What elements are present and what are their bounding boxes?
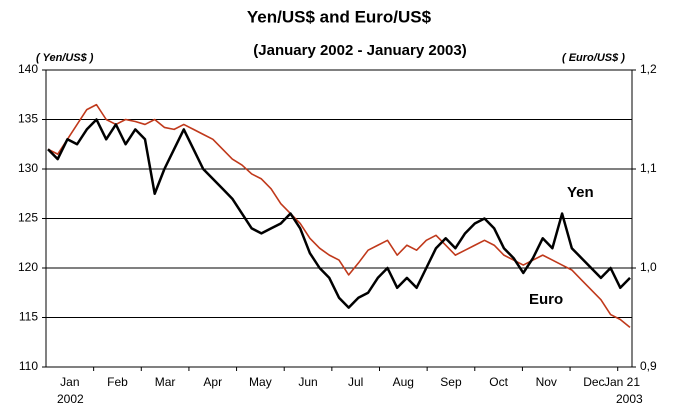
y-tick-label: 125 <box>18 211 38 225</box>
y2-axis-label: ( Euro/US$ ) <box>562 52 625 64</box>
x-tick-label: May <box>249 375 272 389</box>
series-line <box>47 118 631 309</box>
y-tick-label: 140 <box>18 62 38 76</box>
x-tick-label: Mar <box>155 375 176 389</box>
y2-tick-label: 1,2 <box>640 62 657 76</box>
x-tick-label: Dec <box>583 375 604 389</box>
y-tick-label: 110 <box>19 359 38 373</box>
y-tick-label: 130 <box>18 161 38 175</box>
y-axis-label: ( Yen/US$ ) <box>36 52 94 64</box>
x-tick-label: Feb <box>107 375 128 389</box>
y2-tick-label: 1,0 <box>640 260 657 274</box>
x-tick-label: Sep <box>440 375 462 389</box>
year-label: 2002 <box>57 392 84 406</box>
x-tick-label: Jan <box>60 375 79 389</box>
x-tick-label: Jul <box>348 375 363 389</box>
y2-tick-label: 0,9 <box>640 359 657 373</box>
x-tick-label: Nov <box>536 375 557 389</box>
y-tick-label: 115 <box>19 310 38 324</box>
plot-frame <box>45 69 633 368</box>
chart-subtitle: (January 2002 - January 2003) <box>253 42 466 59</box>
x-tick-label: Apr <box>203 375 222 389</box>
y2-tick-label: 1,1 <box>640 161 657 175</box>
series-label: Euro <box>529 291 563 308</box>
x-tick-label: Oct <box>489 375 508 389</box>
x-tick-label: Jun <box>298 375 317 389</box>
series-label: Yen <box>567 184 594 201</box>
x-tick-label: Jan 21 <box>604 375 640 389</box>
y-tick-label: 120 <box>18 260 38 274</box>
chart-title: Yen/US$ and Euro/US$ <box>247 7 432 26</box>
x-tick-label: Aug <box>393 375 414 389</box>
year-label: 2003 <box>616 392 643 406</box>
y-tick-label: 135 <box>18 112 38 126</box>
